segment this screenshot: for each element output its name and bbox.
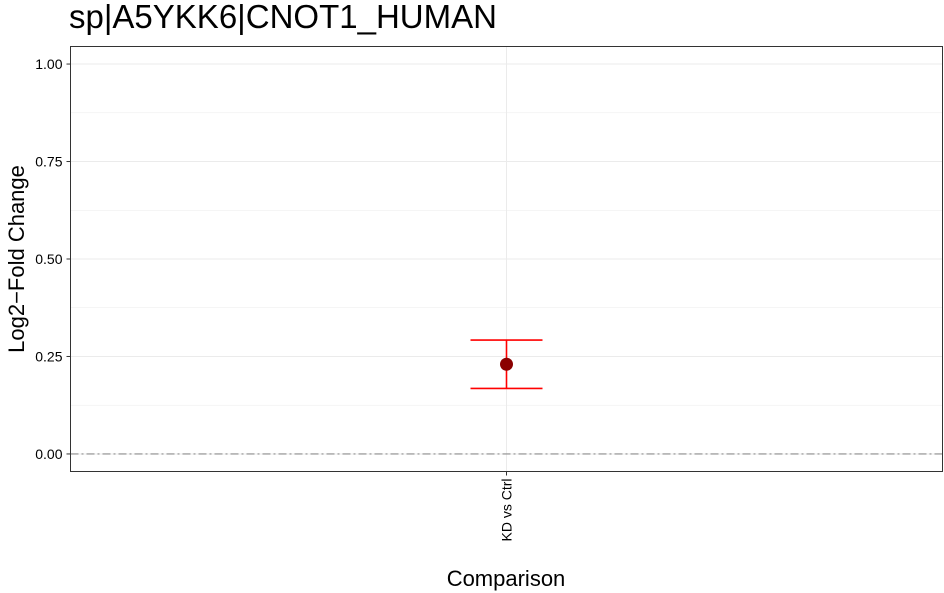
- data-point: [500, 357, 513, 371]
- y-tick-label: 1.00: [35, 56, 62, 72]
- y-tick-label: 0.50: [35, 251, 62, 267]
- x-axis: KD vs Ctrl: [499, 471, 515, 542]
- y-tick-label: 0.75: [35, 154, 62, 170]
- y-tick-label: 0.25: [35, 348, 62, 364]
- y-axis: 0.00 0.25 0.50 0.75 1.00: [35, 56, 71, 462]
- data-marks: [470, 339, 543, 390]
- x-tick-label: KD vs Ctrl: [499, 479, 515, 542]
- y-axis-title: Log2−Fold Change: [4, 165, 29, 353]
- y-tick-label: 0.00: [35, 446, 62, 462]
- x-axis-title: Comparison: [447, 566, 566, 591]
- grid-lines: [70, 46, 943, 472]
- chart-title: sp|A5YKK6|CNOT1_HUMAN: [69, 0, 497, 35]
